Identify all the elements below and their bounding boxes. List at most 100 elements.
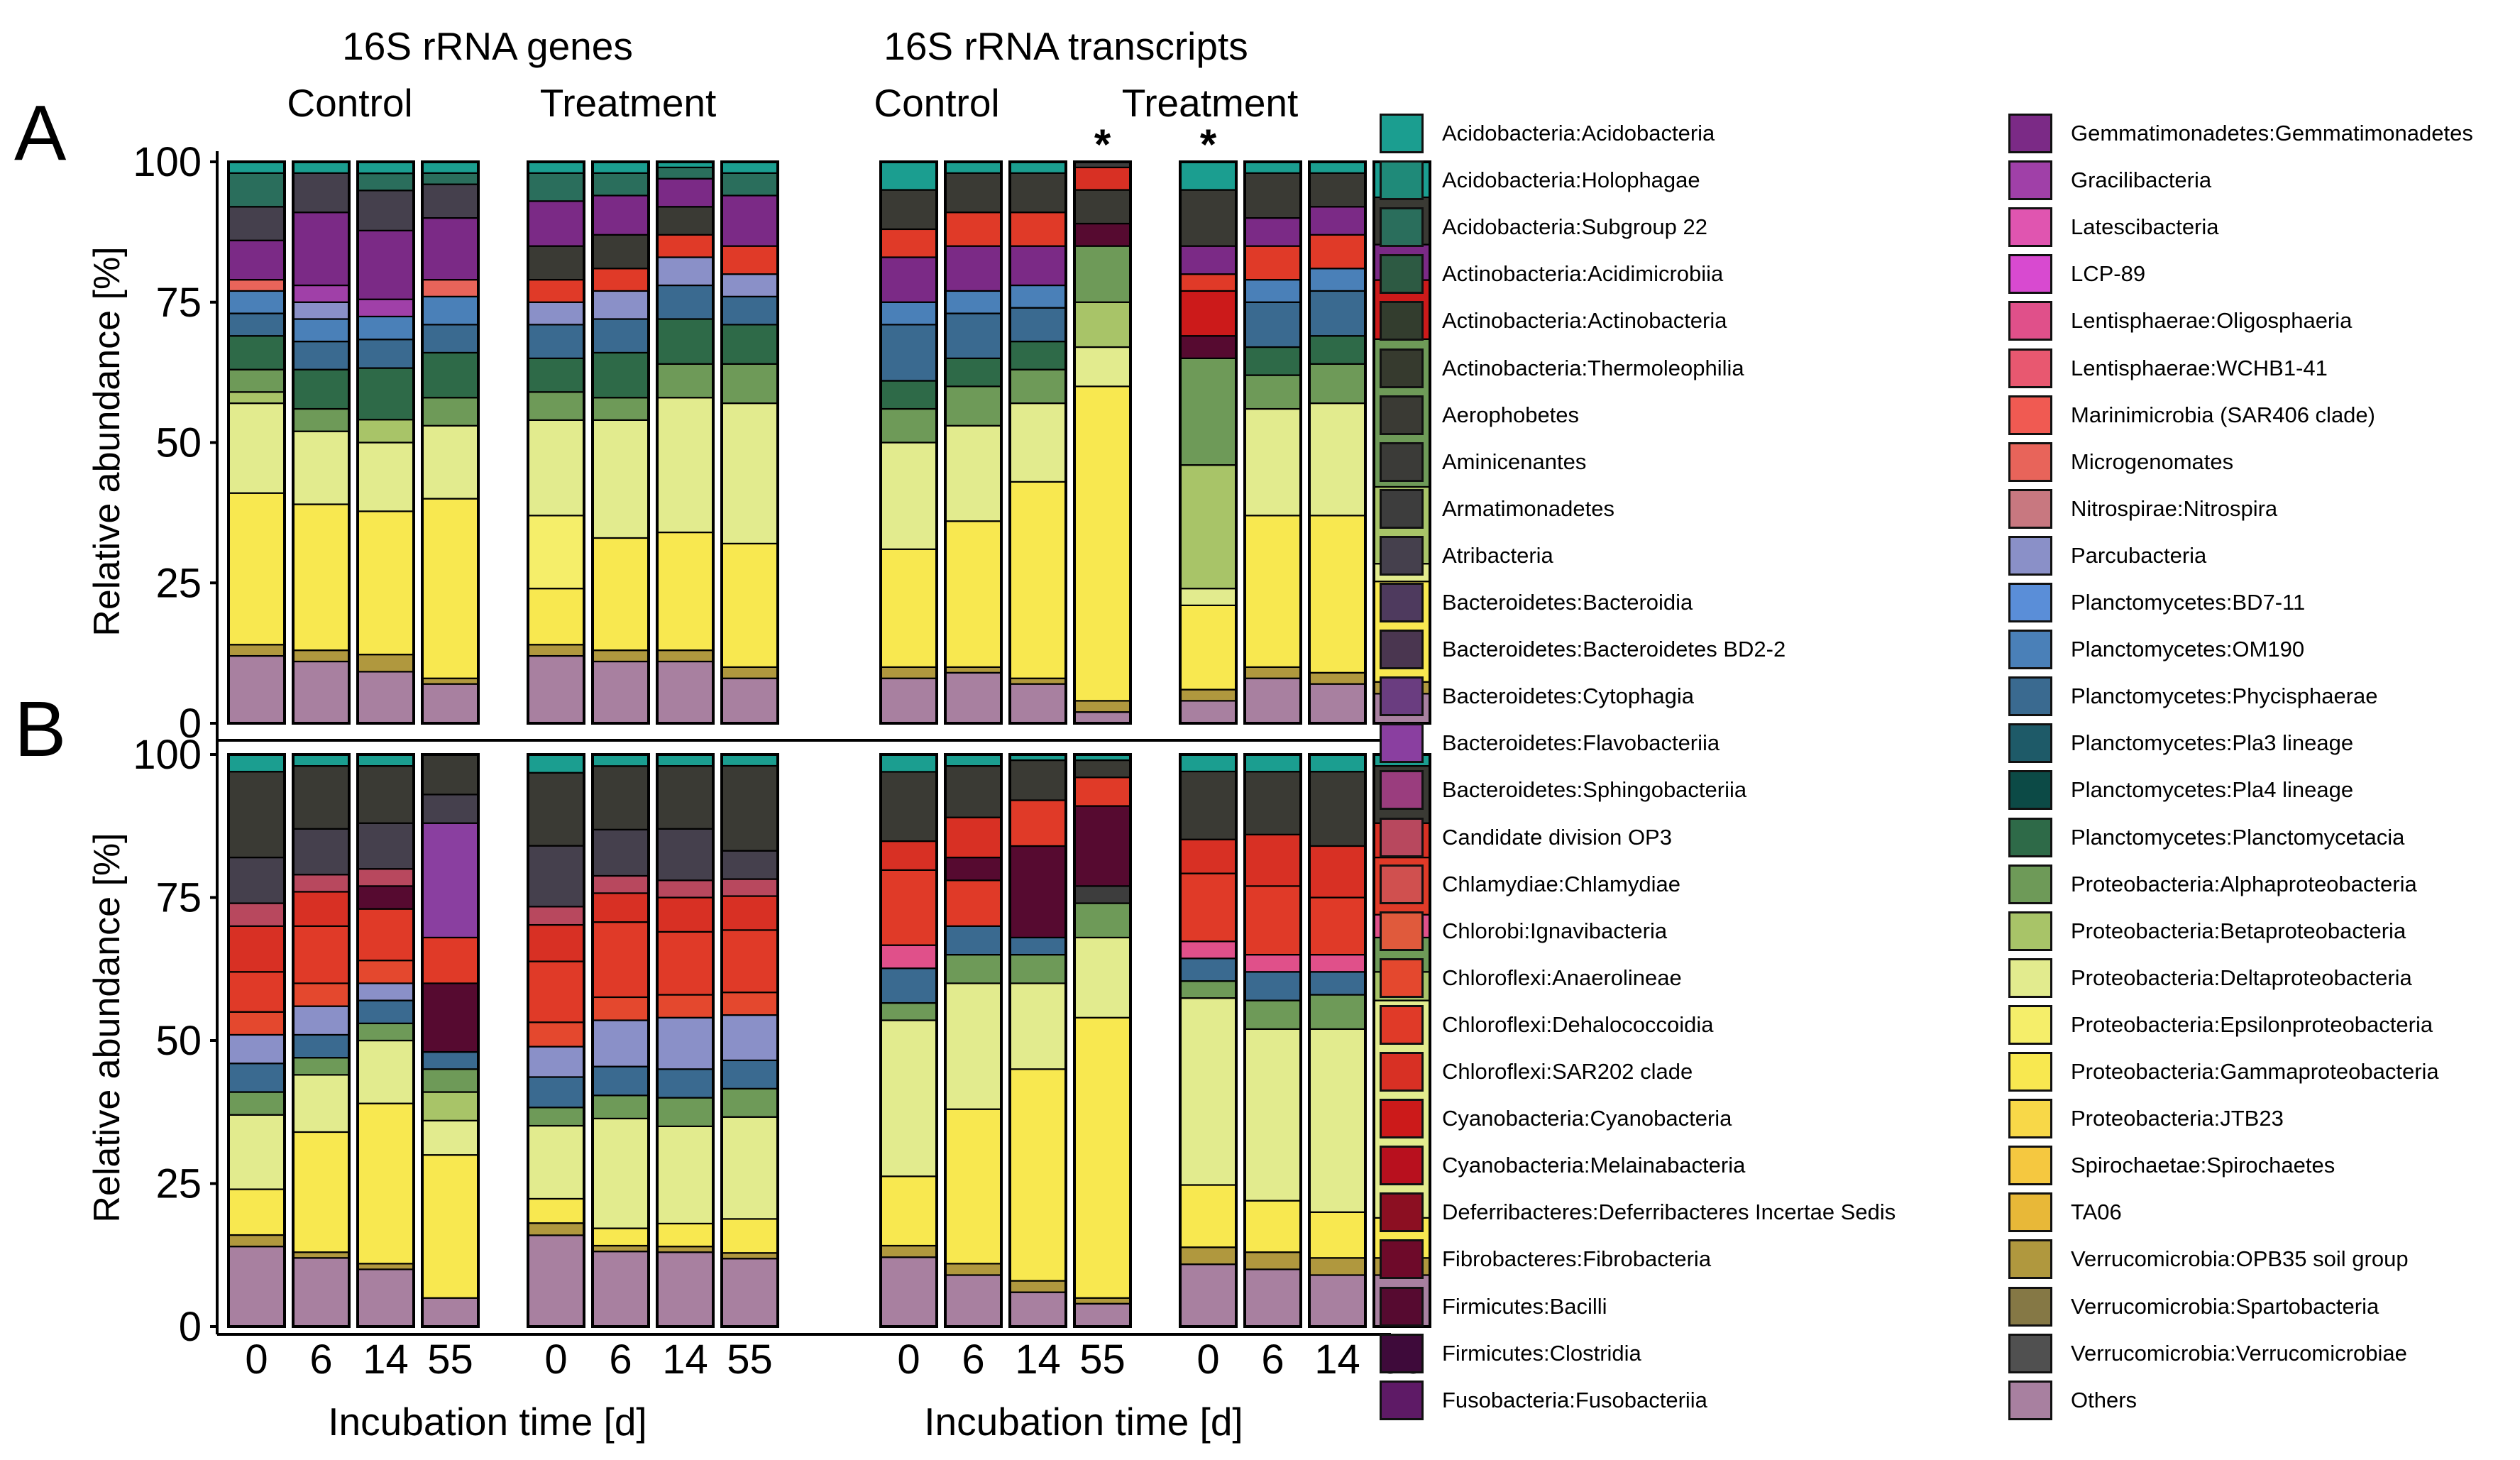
bar-segment — [1243, 971, 1302, 1001]
bar-segment — [1308, 671, 1367, 685]
bar-segment — [227, 391, 286, 405]
bar-segment — [421, 397, 480, 427]
bar-segment — [292, 368, 351, 410]
bar-segment — [591, 318, 650, 354]
bar-segment — [944, 816, 1003, 859]
bar-segment — [527, 324, 585, 359]
bar-segment — [292, 172, 351, 214]
bar-segment — [591, 1244, 650, 1253]
legend-label: Planctomycetes:OM190 — [2071, 637, 2305, 662]
y-tick-label: 75 — [155, 280, 202, 326]
x-tick-label: 55 — [727, 1336, 773, 1383]
bar-segment — [1243, 172, 1302, 219]
bar-outline — [1008, 160, 1067, 725]
bar-segment — [1179, 838, 1238, 874]
bar-segment — [527, 200, 585, 247]
bar-segment — [656, 1246, 715, 1253]
bar-segment — [720, 1087, 779, 1118]
heading-transcripts-control: Control — [874, 81, 999, 125]
bar-segment — [227, 290, 286, 314]
bar-segment — [1243, 677, 1302, 725]
bar-segment — [1179, 357, 1238, 466]
legend-swatch — [2008, 301, 2052, 341]
bar-segment — [1308, 268, 1367, 292]
bar-segment — [1308, 771, 1367, 847]
bar-segment — [227, 402, 286, 494]
legend-swatch — [2008, 676, 2052, 717]
bar-segment — [720, 172, 779, 197]
bar-segment — [591, 1065, 650, 1097]
legend-swatch — [1380, 160, 1424, 201]
bar-segment — [720, 666, 779, 679]
bar-segment — [356, 229, 415, 300]
x-tick-label: 14 — [363, 1336, 409, 1383]
legend-swatch — [1380, 395, 1424, 435]
legend-label: Fusobacteria:Fusobacteriia — [1442, 1387, 1707, 1412]
bar-segment — [720, 1252, 779, 1260]
legend-label: Microgenomates — [2071, 449, 2234, 474]
bar-segment — [720, 895, 779, 931]
legend-item: Gracilibacteria — [2008, 160, 2211, 201]
bar-segment — [720, 245, 779, 275]
legend-swatch — [1380, 488, 1424, 529]
legend-swatch — [2008, 348, 2052, 388]
bar-segment — [292, 1251, 351, 1259]
y-tick-label: 0 — [179, 1304, 202, 1350]
y-axis-title-b: Relative abundance [%] — [87, 833, 128, 1222]
legend-swatch — [1380, 535, 1424, 576]
bar-segment — [421, 677, 480, 685]
bar-segment — [292, 828, 351, 876]
bar-segment — [1179, 688, 1238, 702]
bar-segment — [292, 765, 351, 830]
bar-segment — [1008, 341, 1067, 371]
bar-segment — [421, 1068, 480, 1093]
bar-segment — [656, 753, 715, 767]
bar-segment — [944, 424, 1003, 522]
bar-segment — [879, 666, 938, 679]
bar-outline — [1073, 160, 1132, 725]
legend-swatch — [1380, 207, 1424, 248]
bar-outline — [227, 160, 286, 725]
legend-swatch — [2008, 957, 2052, 998]
bar-segment — [1243, 953, 1302, 973]
bar-outline — [292, 753, 351, 1328]
bar-segment — [527, 753, 585, 774]
legend-swatch — [2008, 114, 2052, 153]
bar-segment — [944, 212, 1003, 247]
bar-segment — [879, 1019, 938, 1178]
bar-segment — [656, 931, 715, 996]
bar-outline — [591, 160, 650, 725]
bar-segment — [227, 206, 286, 241]
legend-swatch — [2008, 254, 2052, 295]
bar-segment — [1008, 402, 1067, 483]
bar-segment — [292, 1131, 351, 1253]
legend-swatch — [1380, 254, 1424, 295]
bar-outline — [356, 753, 415, 1328]
bar-segment — [656, 397, 715, 534]
bar-segment — [591, 1094, 650, 1120]
y-tick-label: 100 — [133, 732, 202, 778]
bar-segment — [1073, 759, 1132, 779]
bar-segment — [356, 982, 415, 1001]
legend-item: Candidate division OP3 — [1380, 817, 1672, 857]
bar-segment — [720, 929, 779, 994]
bar-segment — [1179, 753, 1238, 773]
bar-segment — [944, 856, 1003, 882]
legend-label: Proteobacteria:Gammaproteobacteria — [2071, 1059, 2439, 1084]
bar-segment — [656, 166, 715, 180]
bar-segment — [1008, 982, 1067, 1070]
bar-segment — [944, 385, 1003, 427]
bar-segment — [879, 840, 938, 871]
bars-panel-b — [227, 753, 1431, 1328]
legend-label: Parcubacteria — [2071, 542, 2207, 568]
legend-item: Firmicutes:Clostridia — [1380, 1333, 1641, 1373]
legend-swatch — [1380, 441, 1424, 482]
bar-segment — [591, 828, 650, 877]
bar-segment — [591, 268, 650, 292]
legend-item: Chlorobi:Ignavibacteria — [1380, 911, 1667, 951]
bar-segment — [656, 1125, 715, 1225]
bar-segment — [1073, 902, 1132, 939]
bar-segment — [292, 318, 351, 343]
bar-segment — [527, 357, 585, 393]
bar-segment — [356, 1268, 415, 1328]
